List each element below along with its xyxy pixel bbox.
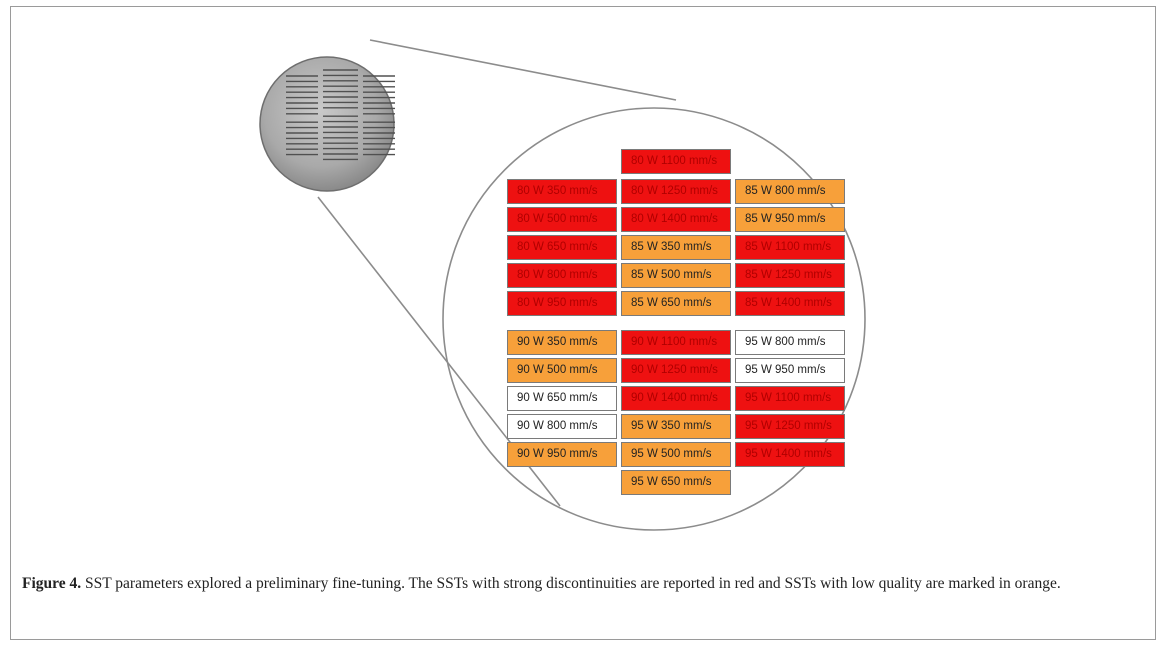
sst-cell: 90 W 1100 mm/s <box>621 330 731 355</box>
sst-cell: 85 W 1400 mm/s <box>735 291 845 316</box>
sst-cell: 85 W 500 mm/s <box>621 263 731 288</box>
sst-cell: 95 W 950 mm/s <box>735 358 845 383</box>
figure-label: Figure 4. <box>22 575 82 592</box>
sst-cell: 90 W 1400 mm/s <box>621 386 731 411</box>
sst-cell: 80 W 950 mm/s <box>507 291 617 316</box>
sst-cell: 80 W 800 mm/s <box>507 263 617 288</box>
build-plate-photo <box>259 56 395 192</box>
sst-cell: 80 W 350 mm/s <box>507 179 617 204</box>
sst-cell: 90 W 800 mm/s <box>507 414 617 439</box>
sst-cell: 80 W 1100 mm/s <box>621 149 731 174</box>
figure-caption: Figure 4. SST parameters explored a prel… <box>22 574 1142 594</box>
sst-cell: 95 W 650 mm/s <box>621 470 731 495</box>
sst-cell: 85 W 350 mm/s <box>621 235 731 260</box>
sst-cell: 80 W 500 mm/s <box>507 207 617 232</box>
sst-cell: 90 W 650 mm/s <box>507 386 617 411</box>
sst-cell: 95 W 1400 mm/s <box>735 442 845 467</box>
sst-cell: 90 W 350 mm/s <box>507 330 617 355</box>
sst-cell: 95 W 800 mm/s <box>735 330 845 355</box>
sst-cell: 95 W 350 mm/s <box>621 414 731 439</box>
sst-cell: 90 W 1250 mm/s <box>621 358 731 383</box>
sst-cell: 95 W 1100 mm/s <box>735 386 845 411</box>
sst-cell: 80 W 1400 mm/s <box>621 207 731 232</box>
sst-cell: 95 W 500 mm/s <box>621 442 731 467</box>
sst-cell: 80 W 1250 mm/s <box>621 179 731 204</box>
magnified-circle <box>442 107 866 531</box>
figure-caption-text: SST parameters explored a preliminary fi… <box>85 575 1061 592</box>
sst-cell: 80 W 650 mm/s <box>507 235 617 260</box>
sst-cell: 85 W 1100 mm/s <box>735 235 845 260</box>
sst-cell: 85 W 950 mm/s <box>735 207 845 232</box>
zoom-line-top <box>369 39 677 101</box>
figure-frame <box>10 6 1156 640</box>
sst-cell: 85 W 1250 mm/s <box>735 263 845 288</box>
sst-cell: 85 W 800 mm/s <box>735 179 845 204</box>
sst-cell: 95 W 1250 mm/s <box>735 414 845 439</box>
sst-cell: 90 W 950 mm/s <box>507 442 617 467</box>
sst-cell: 85 W 650 mm/s <box>621 291 731 316</box>
sst-cell: 90 W 500 mm/s <box>507 358 617 383</box>
